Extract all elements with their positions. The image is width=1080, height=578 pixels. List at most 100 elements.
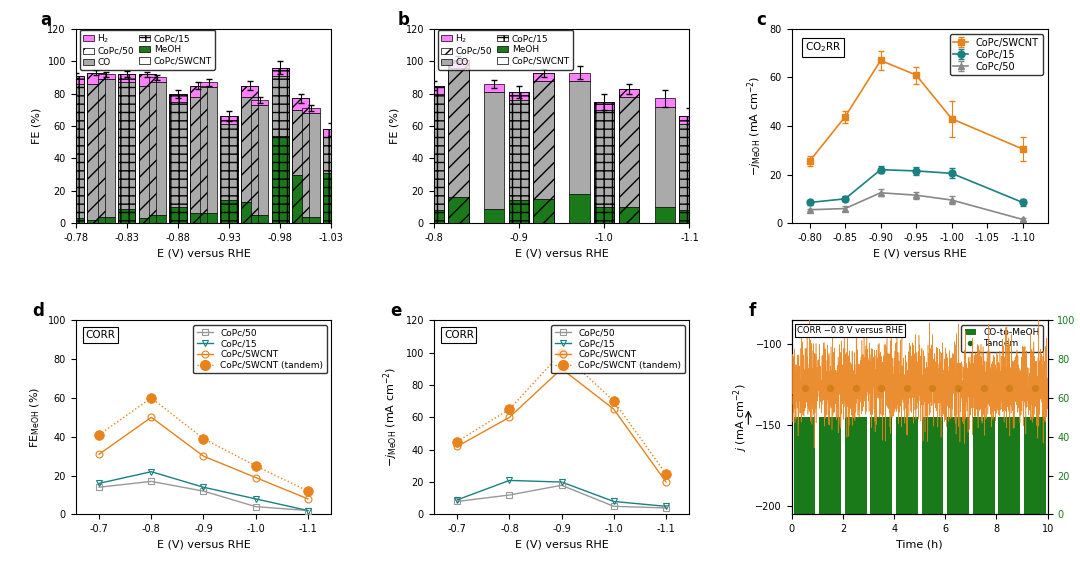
Bar [138, 74, 156, 223]
Bar [241, 97, 258, 202]
Bar [46, 79, 64, 220]
Bar [97, 79, 114, 217]
Bar [679, 116, 700, 124]
Bar [97, 217, 114, 223]
Bar [448, 60, 469, 68]
Bar [251, 215, 269, 223]
CoPc/15 [249, 495, 262, 502]
X-axis label: E (V) versus RHE: E (V) versus RHE [515, 249, 608, 258]
CoPc/SWCNT (tandem) [93, 431, 106, 438]
Bar [190, 86, 207, 97]
Bar [484, 92, 504, 209]
Bar [118, 82, 135, 209]
Bar [343, 114, 361, 223]
Bar [190, 97, 207, 213]
Y-axis label: $-j_{\mathrm{MeOH}}$ (mA cm$^{-2}$): $-j_{\mathrm{MeOH}}$ (mA cm$^{-2}$) [381, 367, 400, 468]
Legend: CO-to-MeOH, Tandem: CO-to-MeOH, Tandem [961, 325, 1043, 352]
CoPc/SWCNT (tandem) [249, 462, 262, 469]
CoPc/SWCNT [93, 451, 106, 458]
Bar [67, 76, 84, 223]
Bar [170, 207, 187, 223]
Line: CoPc/SWCNT: CoPc/SWCNT [96, 414, 311, 502]
X-axis label: E (V) versus RHE: E (V) versus RHE [157, 249, 251, 258]
Bar [679, 124, 700, 210]
Bar [654, 98, 675, 106]
Bar [947, 417, 969, 514]
Point [949, 384, 967, 393]
Bar [423, 210, 444, 223]
Bar [87, 84, 105, 220]
CoPc/50 [197, 488, 210, 495]
CoPc/SWCNT (tandem) [145, 394, 158, 401]
Bar [292, 98, 309, 223]
Bar [292, 175, 309, 223]
Point [1000, 384, 1017, 393]
CoPc/50 [93, 484, 106, 491]
Line: CoPc/50: CoPc/50 [96, 478, 311, 514]
Line: CoPc/SWCNT (tandem): CoPc/SWCNT (tandem) [94, 393, 313, 496]
Bar [569, 73, 590, 81]
Bar [190, 213, 207, 223]
Bar [569, 194, 590, 223]
Legend: H$_2$, CoPc/50, CO, CoPc/15, MeOH, CoPc/SWCNT: H$_2$, CoPc/50, CO, CoPc/15, MeOH, CoPc/… [438, 29, 572, 70]
Bar [271, 68, 289, 223]
Bar [138, 86, 156, 218]
Bar [845, 417, 866, 514]
Bar [704, 90, 725, 223]
Point [975, 384, 993, 393]
Bar [302, 108, 320, 113]
Bar [149, 82, 166, 215]
CoPc/SWCNT [301, 495, 314, 502]
Text: CO$_2$RR: CO$_2$RR [805, 40, 841, 54]
Bar [67, 76, 84, 84]
Y-axis label: FE (%): FE (%) [31, 108, 42, 144]
Bar [534, 199, 554, 223]
Bar [654, 207, 675, 223]
Point [899, 384, 916, 393]
Bar [271, 68, 289, 76]
CoPc/15 [197, 484, 210, 491]
Bar [343, 168, 361, 223]
Bar [619, 207, 639, 223]
CoPc/SWCNT [145, 414, 158, 421]
Bar [534, 73, 554, 81]
Bar [170, 94, 187, 223]
Bar [448, 68, 469, 197]
Bar [794, 417, 815, 514]
Bar [323, 129, 340, 223]
Bar [302, 113, 320, 217]
Bar [271, 136, 289, 223]
Bar [220, 124, 238, 201]
Text: a: a [40, 11, 51, 29]
Bar [509, 92, 529, 223]
Bar [46, 220, 64, 223]
Bar [704, 98, 725, 203]
Bar [619, 89, 639, 223]
Point [873, 384, 890, 393]
Bar [200, 82, 217, 87]
Bar [619, 97, 639, 207]
Bar [448, 197, 469, 223]
Text: b: b [397, 11, 409, 29]
Point [923, 384, 941, 393]
Bar [423, 94, 444, 210]
Bar [292, 98, 309, 110]
Text: e: e [390, 302, 402, 320]
Bar [149, 77, 166, 82]
Bar [654, 106, 675, 207]
Bar [921, 417, 943, 514]
Bar [323, 129, 340, 138]
Bar [343, 126, 361, 168]
Bar [200, 213, 217, 223]
Bar [1024, 417, 1045, 514]
Bar [484, 84, 504, 92]
Bar [149, 215, 166, 223]
Text: CORR −0.8 V versus RHE: CORR −0.8 V versus RHE [797, 326, 903, 335]
CoPc/SWCNT (tandem) [301, 488, 314, 495]
Bar [399, 213, 419, 223]
Bar [594, 207, 615, 223]
Y-axis label: FE (%): FE (%) [390, 108, 400, 144]
Bar [679, 116, 700, 223]
Bar [998, 417, 1021, 514]
Bar [67, 84, 84, 218]
